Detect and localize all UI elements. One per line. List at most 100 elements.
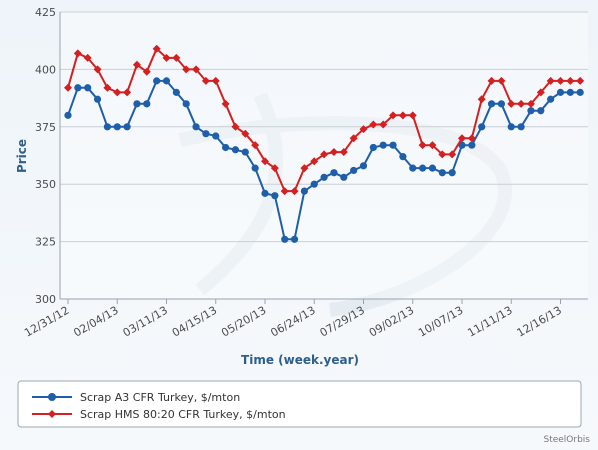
- data-point: [487, 100, 496, 108]
- data-point: [142, 67, 151, 76]
- series-layer: [64, 44, 585, 243]
- data-point: [537, 107, 545, 115]
- data-point: [359, 125, 368, 134]
- data-point: [576, 88, 584, 96]
- data-point: [143, 100, 151, 108]
- y-tick-label: 300: [35, 293, 56, 306]
- data-point: [162, 53, 171, 62]
- data-point: [468, 141, 476, 149]
- x-tick-label: 03/11/13: [121, 304, 170, 340]
- legend-marker: [48, 410, 56, 418]
- x-tick-label: 12/31/12: [22, 304, 71, 340]
- data-point: [172, 53, 181, 62]
- x-tick-label: 05/20/13: [219, 304, 268, 340]
- x-tick-labels: 12/31/12 02/04/13 03/11/13 04/15/13 05/20/13…: [22, 299, 564, 340]
- data-point: [448, 150, 457, 159]
- series-1: [64, 77, 584, 243]
- y-tick-labels: 300 325 350 375 400 425: [35, 6, 56, 306]
- data-point: [556, 88, 565, 96]
- legend-marker: [48, 393, 56, 401]
- data-point: [546, 76, 555, 85]
- data-point: [113, 88, 122, 97]
- data-point: [349, 134, 358, 143]
- data-point: [487, 76, 496, 85]
- x-axis-title: Time (week.year): [241, 353, 359, 367]
- data-point: [369, 143, 377, 152]
- data-point: [73, 49, 82, 58]
- data-point: [320, 173, 328, 181]
- data-point: [113, 123, 121, 131]
- grid-lines: [59, 11, 588, 300]
- data-point: [182, 65, 191, 74]
- data-point: [350, 166, 358, 175]
- data-point: [93, 95, 102, 103]
- data-point: [428, 164, 437, 172]
- data-point: [526, 99, 535, 108]
- data-point: [428, 141, 437, 150]
- data-point: [64, 111, 72, 119]
- data-point: [261, 189, 269, 197]
- data-point: [379, 120, 388, 129]
- data-point: [133, 100, 141, 108]
- y-tick-label: 350: [35, 178, 56, 191]
- data-point: [231, 122, 240, 131]
- data-point: [438, 150, 447, 159]
- data-point: [290, 235, 299, 243]
- data-point: [448, 169, 456, 177]
- data-point: [340, 173, 348, 181]
- data-point: [527, 107, 535, 115]
- data-point: [132, 60, 141, 69]
- data-point: [251, 141, 260, 150]
- data-point: [576, 76, 585, 85]
- data-point: [477, 95, 486, 104]
- data-point: [369, 120, 378, 129]
- data-point: [162, 77, 171, 85]
- legend-label: Scrap HMS 80:20 CFR Turkey, $/mton: [80, 408, 286, 421]
- data-point: [152, 44, 161, 53]
- data-point: [201, 76, 210, 85]
- data-point: [497, 76, 506, 85]
- data-point: [566, 76, 575, 85]
- data-point: [281, 235, 289, 243]
- data-point: [389, 111, 398, 120]
- data-point: [300, 164, 309, 173]
- data-point: [497, 100, 505, 108]
- data-point: [566, 88, 574, 96]
- data-point: [64, 83, 72, 92]
- legend-item-1: Scrap A3 CFR Turkey, $/mton: [32, 391, 240, 404]
- data-point: [458, 141, 466, 149]
- data-point: [241, 129, 250, 138]
- data-point: [517, 99, 526, 108]
- data-point: [310, 180, 318, 188]
- data-point: [379, 141, 387, 149]
- data-point: [103, 83, 112, 92]
- legend: Scrap A3 CFR Turkey, $/mton Scrap HMS 80:…: [17, 380, 582, 428]
- legend-box: [17, 380, 582, 428]
- data-point: [389, 141, 397, 149]
- data-point: [290, 187, 299, 196]
- data-point: [556, 76, 565, 85]
- y-tick-label: 375: [35, 121, 56, 134]
- data-point: [221, 99, 230, 108]
- data-point: [478, 123, 486, 131]
- data-point: [419, 164, 427, 172]
- data-point: [251, 164, 259, 172]
- data-point: [507, 99, 516, 108]
- data-point: [211, 76, 220, 85]
- data-point: [547, 95, 555, 103]
- data-point: [192, 123, 200, 131]
- data-point: [270, 164, 279, 173]
- x-tick-label: 12/16/13: [515, 304, 564, 340]
- data-point: [74, 84, 82, 92]
- data-point: [231, 146, 240, 154]
- data-point: [261, 157, 269, 166]
- y-tick-label: 400: [35, 63, 56, 76]
- data-point: [507, 123, 515, 131]
- data-point: [458, 134, 466, 143]
- data-point: [398, 111, 407, 120]
- data-point: [153, 77, 161, 85]
- data-point: [192, 65, 201, 74]
- data-point: [222, 143, 230, 152]
